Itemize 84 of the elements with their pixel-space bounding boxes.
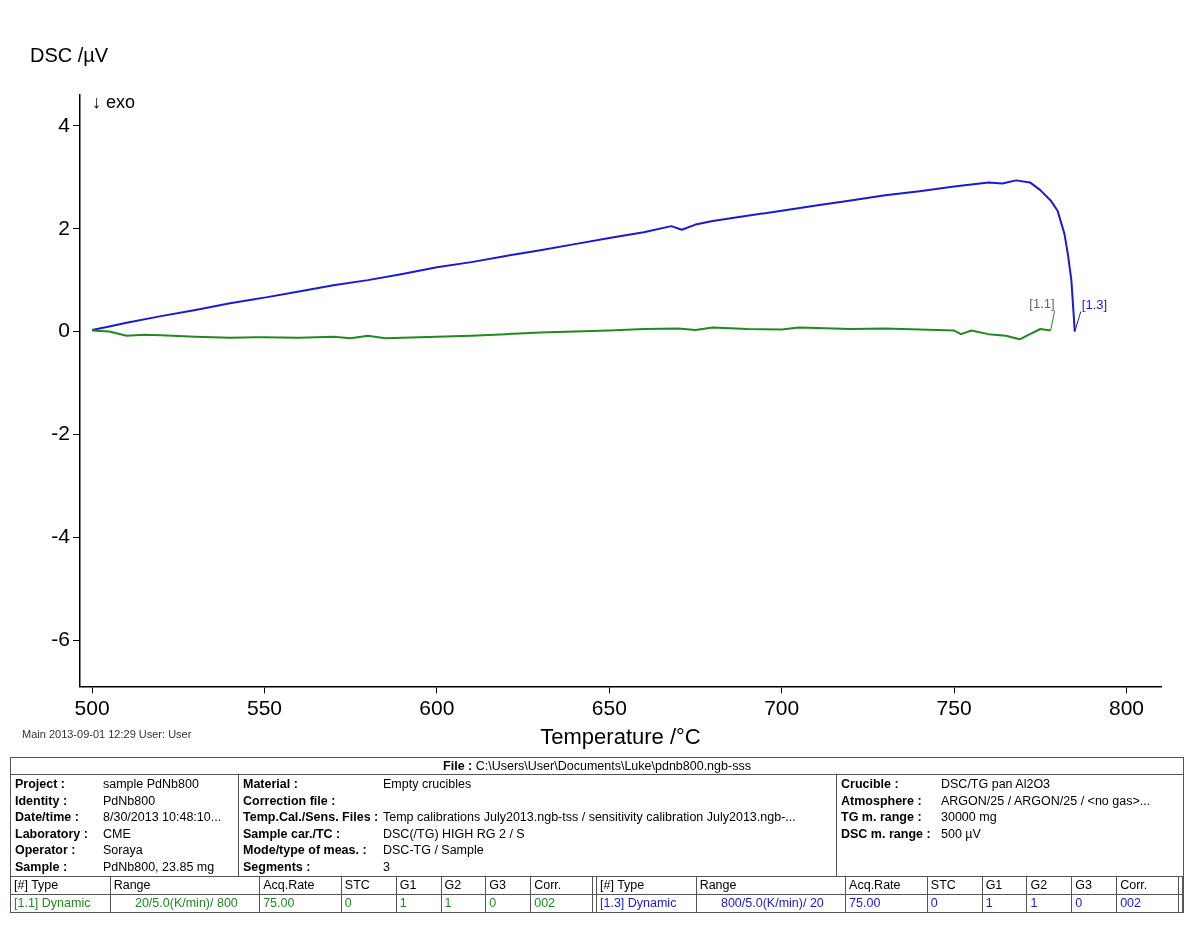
text: Temp calibrations July2013.ngb-tss / sensitivity calibration July2013.ngb-... [383,809,796,826]
text: Main 2013-09-01 12:29 User: User [22,728,192,740]
annotation: ↓ exo [92,92,136,112]
text: STC [341,877,397,894]
text: 1 [1027,895,1073,912]
text: G2 [1027,877,1073,894]
x-axis-title: Temperature /°C [540,723,701,749]
text: DSC/TG pan Al2O3 [941,776,1051,793]
text: PdNb800, 23.85 mg [103,858,215,875]
text: Project : [15,776,66,793]
text: C:\Users\User\Documents\Luke\pdnb800.ngb-sss [475,759,751,773]
text: 1 [982,895,1028,912]
text: 002 [1117,895,1179,912]
text: Sample : [15,858,69,875]
y-tick-label: -4 [51,524,71,548]
text: Laboratory : [15,825,89,842]
text: G1 [396,877,442,894]
text: Operator : [15,842,77,859]
text: 0 [1072,895,1118,912]
text: Date/time : [15,809,80,826]
text: 1 [441,895,487,912]
text: 002 [531,895,593,912]
text: 8/30/2013 10:48:10... [103,809,222,826]
text: Sample car./TC : [243,825,342,842]
text: Corr. [531,877,593,894]
text: G3 [486,877,532,894]
y-tick-label: 2 [58,215,70,239]
text: Corr. [1117,877,1179,894]
x-tick-label: 500 [74,695,110,719]
x-tick-label: 700 [764,695,800,719]
text: PdNb800 [103,792,156,809]
y-tick-label: 0 [58,318,70,342]
text: Temp.Cal./Sens. Files : [243,809,380,826]
text: G3 [1072,877,1118,894]
text: Mode/type of meas. : [243,842,368,859]
series-label: [1.3] [1081,296,1108,312]
text: DSC(/TG) HIGH RG 2 / S [383,825,525,842]
text: CME [103,825,131,842]
series-label: [1.1] [1029,295,1055,311]
text: 20/5.0(K/min)/ 800 [110,895,261,912]
text: sample PdNb800 [103,776,199,793]
text: 3 [383,858,390,875]
text: Range [696,877,847,894]
text: Crucible : [841,776,900,793]
x-tick-label: 600 [419,695,455,719]
text: [#] Type [11,877,111,894]
text: ARGON/25 / ARGON/25 / <no gas>... [941,792,1151,809]
text: 800/5.0(K/min)/ 20 [696,895,847,912]
text: Segments : [243,858,312,875]
x-tick-label: 650 [591,695,627,719]
text: TG m. range : [841,809,923,826]
text: Range [110,877,261,894]
text: 0 [341,895,397,912]
y-tick-label: -6 [51,626,70,650]
text: 75.00 [846,895,928,912]
text: Material : [243,776,299,793]
text: 0 [927,895,983,912]
text: DSC m. range : [841,825,932,842]
text: Acq.Rate [260,877,342,894]
y-axis-title: DSC /µV [30,44,109,66]
text: [1.1] Dynamic [11,895,111,912]
text: File : [443,759,474,773]
text: Identity : [15,792,69,809]
text: 1 [396,895,442,912]
text: 75.00 [260,895,342,912]
text: [1.3] Dynamic [596,895,697,912]
text: Soraya [103,842,143,859]
text: G2 [441,877,487,894]
text: Atmosphere : [841,792,923,809]
text: Acq.Rate [846,877,928,894]
text: DSC-TG / Sample [383,842,484,859]
y-tick-label: 4 [58,112,71,136]
text: STC [927,877,983,894]
x-tick-label: 750 [936,695,972,719]
text: [#] Type [596,877,697,894]
y-tick-label: -2 [51,421,70,445]
text: 30000 mg [941,809,997,826]
text: Empty crucibles [383,776,472,793]
x-tick-label: 550 [246,695,282,719]
text: Correction file : [243,792,337,809]
text: 500 µV [941,825,981,842]
text: G1 [982,877,1028,894]
x-tick-label: 800 [1108,695,1145,719]
text: 0 [486,895,532,912]
